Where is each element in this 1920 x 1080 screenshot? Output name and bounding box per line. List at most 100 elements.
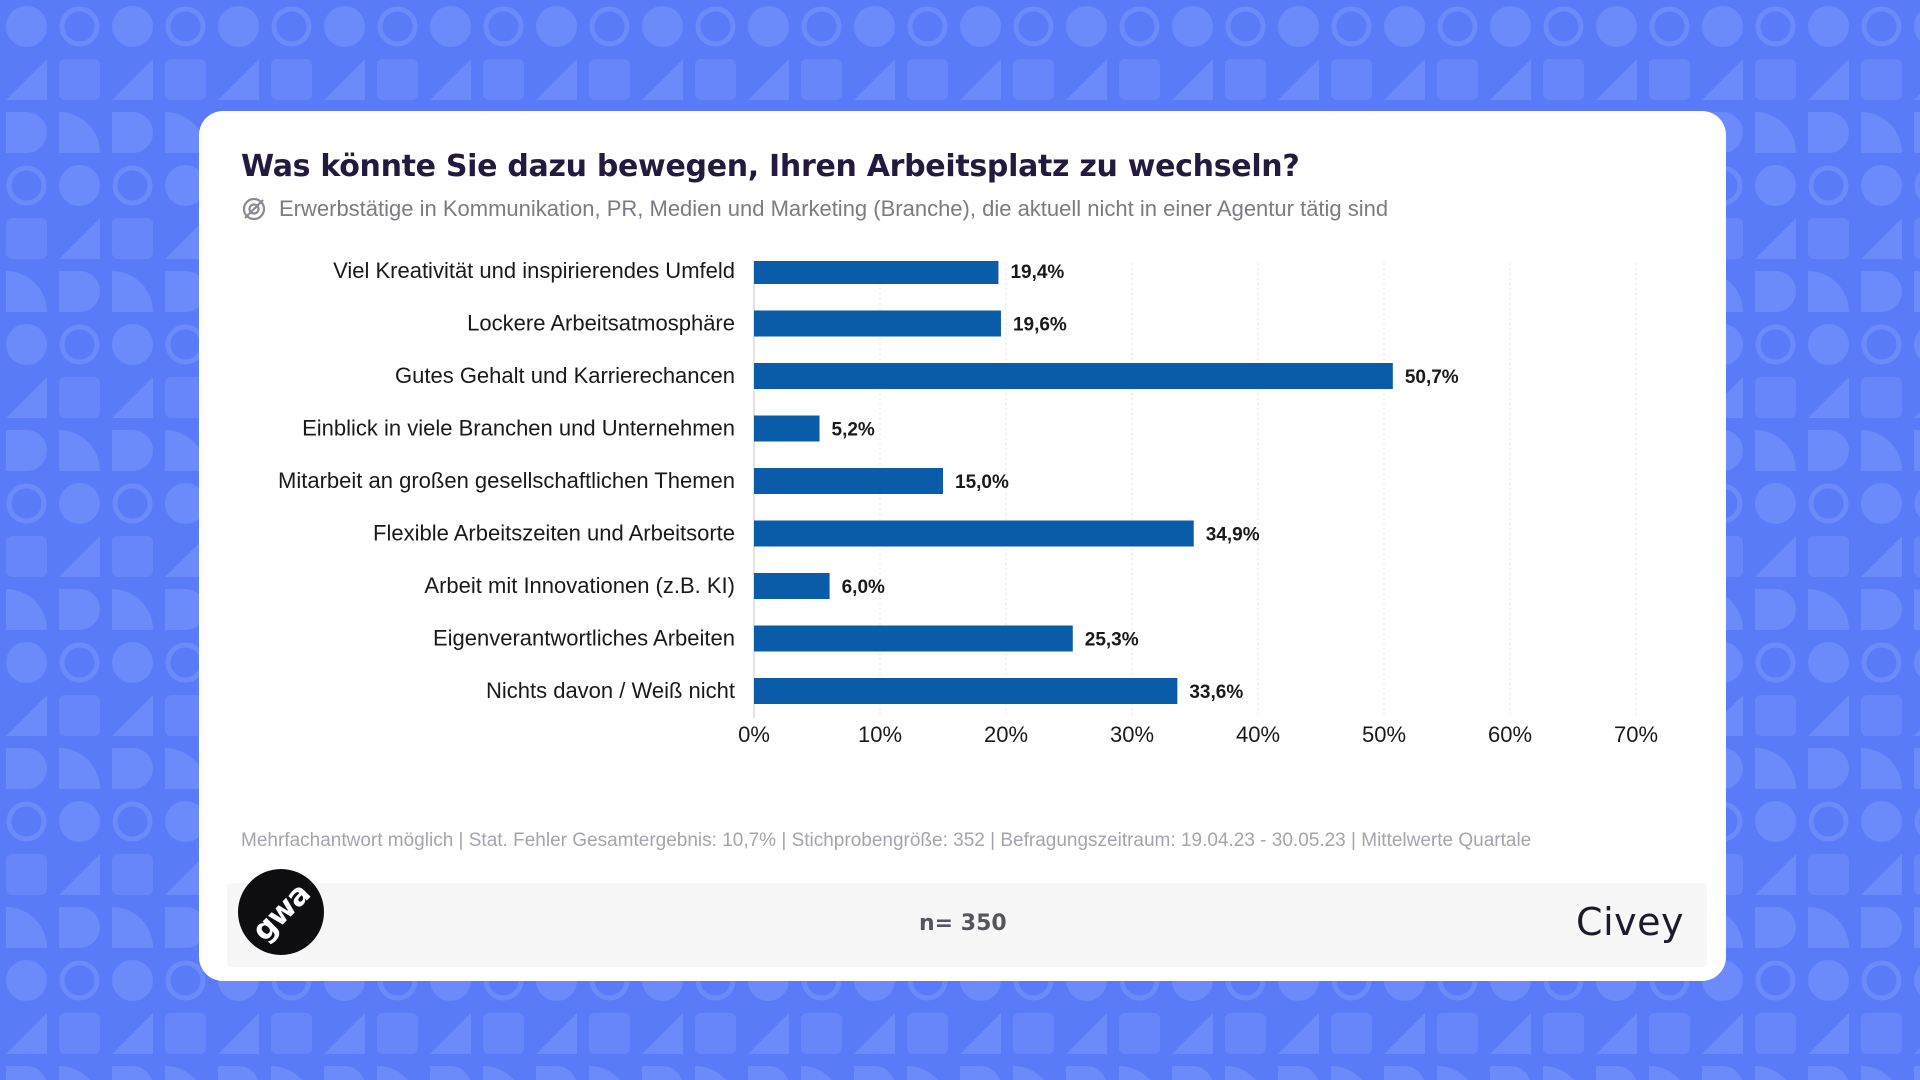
pattern-shape <box>695 6 736 47</box>
pattern-shape <box>1013 1013 1054 1054</box>
pattern-shape <box>377 6 418 47</box>
pattern-shape <box>1755 589 1796 630</box>
pattern-shape <box>6 748 47 789</box>
pattern-shape <box>1914 907 1920 948</box>
pattern-shape <box>59 748 100 789</box>
pattern-shape <box>112 748 153 789</box>
pattern-shape <box>801 1066 832 1080</box>
pattern-shape <box>377 59 418 100</box>
category-label: Eigenverantwortliches Arbeiten <box>433 626 735 651</box>
pattern-shape <box>1861 960 1902 1001</box>
pattern-shape <box>589 6 630 47</box>
pattern-shape <box>59 801 100 842</box>
pattern-shape <box>112 695 153 736</box>
pattern-shape <box>112 642 153 683</box>
pattern-shape <box>1808 1066 1848 1080</box>
data-label: 34,9% <box>1206 525 1260 546</box>
pattern-shape <box>1914 854 1920 895</box>
pattern-shape <box>59 1066 90 1080</box>
pattern-shape <box>1013 59 1054 100</box>
pattern-shape <box>1490 59 1531 100</box>
pattern-shape <box>854 1066 894 1080</box>
pattern-shape <box>6 695 47 736</box>
pattern-shape <box>1755 801 1796 842</box>
bar <box>754 625 1073 652</box>
pattern-shape <box>1914 589 1920 630</box>
pattern-shape <box>165 642 206 683</box>
pattern-shape <box>112 6 153 47</box>
pattern-shape <box>6 801 47 842</box>
pattern-shape <box>1172 1013 1213 1054</box>
pattern-shape <box>1861 271 1902 312</box>
pattern-shape <box>112 854 153 895</box>
pattern-shape <box>1702 6 1743 47</box>
pattern-shape <box>112 1013 153 1054</box>
pattern-shape <box>165 907 206 948</box>
pattern-shape <box>1119 1013 1160 1054</box>
pattern-shape <box>1861 165 1902 206</box>
data-label: 6,0% <box>842 577 885 598</box>
pattern-shape <box>165 589 206 630</box>
pattern-shape <box>1808 748 1849 789</box>
pattern-shape <box>59 59 100 100</box>
pattern-shape <box>165 165 206 206</box>
pattern-shape <box>165 536 206 577</box>
pattern-shape <box>1808 801 1849 842</box>
pattern-shape <box>1808 695 1849 736</box>
pattern-shape <box>59 377 100 418</box>
pattern-shape <box>430 59 471 100</box>
pattern-shape <box>1755 536 1796 577</box>
sample-size: n= 350 <box>919 911 1007 936</box>
pattern-shape <box>1702 1013 1743 1054</box>
data-label: 15,0% <box>955 472 1009 493</box>
pattern-shape <box>1331 59 1372 100</box>
pattern-shape <box>1649 59 1690 100</box>
data-label: 19,6% <box>1013 315 1067 336</box>
pattern-shape <box>1755 1066 1786 1080</box>
pattern-shape <box>1755 271 1796 312</box>
pattern-shape <box>6 429 47 471</box>
pattern-shape <box>59 324 100 365</box>
pattern-shape <box>483 1066 514 1080</box>
pattern-shape <box>112 271 153 312</box>
pattern-shape <box>1914 807 1920 836</box>
pattern-shape <box>483 6 524 47</box>
pattern-shape <box>1066 1013 1107 1054</box>
pattern-shape <box>1278 6 1319 47</box>
pattern-shape <box>165 1066 196 1080</box>
pattern-shape <box>271 1013 312 1054</box>
pattern-shape <box>1861 642 1902 683</box>
pattern-shape <box>536 1013 577 1054</box>
pattern-shape <box>6 589 47 630</box>
pattern-shape <box>6 960 47 1001</box>
pattern-shape <box>1808 112 1849 153</box>
pattern-shape <box>1914 966 1920 995</box>
pattern-shape <box>1278 59 1319 100</box>
pattern-shape <box>218 1013 259 1054</box>
data-label: 33,6% <box>1189 682 1243 703</box>
pattern-shape <box>112 483 153 524</box>
pattern-shape <box>1543 1013 1584 1054</box>
pattern-shape <box>907 6 948 47</box>
pattern-shape <box>6 483 47 524</box>
pattern-shape <box>695 59 736 100</box>
pattern-shape <box>1596 59 1637 100</box>
pattern-shape <box>1914 112 1920 153</box>
x-tick-label: 60% <box>1488 722 1532 747</box>
pattern-shape <box>1119 6 1160 47</box>
pattern-shape <box>59 483 100 524</box>
pattern-shape <box>1808 377 1849 418</box>
pattern-shape <box>1861 1066 1892 1080</box>
pattern-shape <box>271 6 312 47</box>
pattern-shape <box>165 271 206 312</box>
pattern-shape <box>165 430 206 471</box>
bar <box>754 310 1001 337</box>
pattern-shape <box>1543 6 1584 47</box>
pattern-shape <box>695 1013 736 1054</box>
pattern-shape <box>1861 907 1902 948</box>
pattern-shape <box>1861 801 1902 842</box>
pattern-shape <box>324 6 365 47</box>
pattern-shape <box>59 271 100 312</box>
x-tick-label: 20% <box>984 722 1028 747</box>
pattern-shape <box>695 1066 726 1080</box>
